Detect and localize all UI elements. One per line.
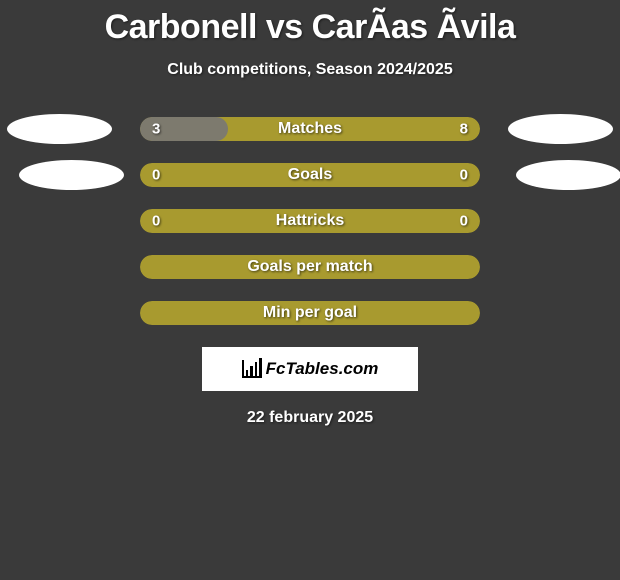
stat-right-value: 8	[460, 121, 468, 138]
left-badge	[7, 114, 112, 144]
stat-right-value: 0	[460, 167, 468, 184]
stat-row: 0 Goals 0	[0, 163, 620, 187]
left-badge	[19, 160, 124, 190]
stat-bar: 3 Matches 8	[140, 117, 480, 141]
page-date: 22 february 2025	[0, 409, 620, 427]
page-subtitle: Club competitions, Season 2024/2025	[0, 61, 620, 79]
stat-bar: 0 Goals 0	[140, 163, 480, 187]
stat-left-value: 0	[152, 167, 160, 184]
stat-label: Min per goal	[263, 304, 357, 322]
stat-right-value: 0	[460, 213, 468, 230]
logo-text: FcTables.com	[266, 359, 379, 379]
stat-label: Goals	[288, 166, 332, 184]
stat-label: Hattricks	[276, 212, 344, 230]
stat-label: Matches	[278, 120, 342, 138]
stat-label: Goals per match	[247, 258, 372, 276]
right-badge	[516, 160, 620, 190]
stat-left-value: 0	[152, 213, 160, 230]
stats-rows: 3 Matches 8 0 Goals 0 0 Hattricks 0	[0, 117, 620, 325]
site-logo: FcTables.com	[202, 347, 418, 391]
bar-chart-icon	[242, 360, 262, 378]
right-badge	[508, 114, 613, 144]
stat-row: Min per goal	[0, 301, 620, 325]
stat-bar: Goals per match	[140, 255, 480, 279]
stat-left-value: 3	[152, 121, 160, 138]
stat-bar: Min per goal	[140, 301, 480, 325]
page-title: Carbonell vs CarÃ­as Ãvila	[0, 0, 620, 47]
stat-bar: 0 Hattricks 0	[140, 209, 480, 233]
stat-row: 0 Hattricks 0	[0, 209, 620, 233]
stat-row: 3 Matches 8	[0, 117, 620, 141]
stat-row: Goals per match	[0, 255, 620, 279]
